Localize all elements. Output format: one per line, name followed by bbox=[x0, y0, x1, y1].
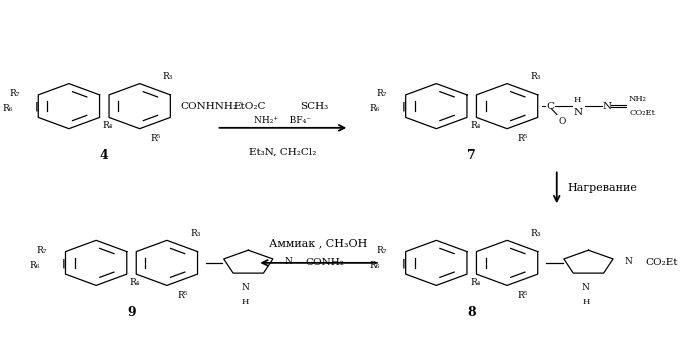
Text: O: O bbox=[559, 117, 565, 126]
Text: N: N bbox=[603, 102, 612, 111]
Text: R⁵: R⁵ bbox=[150, 134, 161, 143]
Text: R₃: R₃ bbox=[163, 72, 173, 81]
Text: NH₂: NH₂ bbox=[629, 96, 647, 103]
Text: R⁵: R⁵ bbox=[518, 134, 528, 143]
Text: ‖: ‖ bbox=[402, 101, 406, 111]
Text: CONH₂: CONH₂ bbox=[305, 258, 344, 267]
Text: N: N bbox=[582, 283, 590, 292]
Text: R₇: R₇ bbox=[36, 246, 47, 255]
Text: CO₂Et: CO₂Et bbox=[645, 258, 678, 267]
Text: R₇: R₇ bbox=[377, 246, 387, 255]
Text: CO₂Et: CO₂Et bbox=[629, 109, 655, 117]
Text: R₃: R₃ bbox=[531, 72, 540, 81]
Text: ‖: ‖ bbox=[34, 101, 39, 111]
Text: N: N bbox=[284, 257, 292, 266]
Text: 7: 7 bbox=[468, 149, 476, 162]
Text: R₄: R₄ bbox=[130, 278, 140, 286]
Text: 4: 4 bbox=[100, 149, 108, 162]
Text: H: H bbox=[582, 298, 589, 306]
Text: R₇: R₇ bbox=[9, 89, 20, 98]
Text: R₃: R₃ bbox=[190, 229, 201, 238]
Text: N: N bbox=[242, 283, 250, 292]
Text: R⁵: R⁵ bbox=[518, 291, 528, 300]
Text: R₄: R₄ bbox=[470, 278, 480, 286]
Text: 8: 8 bbox=[468, 306, 476, 319]
Text: R₄: R₄ bbox=[470, 121, 480, 130]
Text: CONHNH₂: CONHNH₂ bbox=[180, 102, 238, 111]
Text: ‖: ‖ bbox=[62, 258, 66, 267]
Text: Et₃N, CH₂Cl₂: Et₃N, CH₂Cl₂ bbox=[250, 148, 317, 157]
Text: Нагревание: Нагревание bbox=[567, 183, 637, 193]
Text: R₆: R₆ bbox=[2, 104, 13, 113]
Text: ‖: ‖ bbox=[402, 258, 406, 267]
Text: H: H bbox=[573, 97, 581, 104]
Text: R⁵: R⁵ bbox=[178, 291, 188, 300]
Text: N: N bbox=[573, 108, 582, 117]
Text: R₆: R₆ bbox=[370, 261, 380, 270]
Text: 9: 9 bbox=[127, 306, 136, 319]
Text: C: C bbox=[546, 102, 554, 111]
Text: R₆: R₆ bbox=[370, 104, 380, 113]
Text: EtO₂C: EtO₂C bbox=[233, 102, 266, 111]
Text: N: N bbox=[625, 257, 633, 266]
Text: R₆: R₆ bbox=[29, 261, 40, 270]
Text: Аммиак , CH₃OH: Аммиак , CH₃OH bbox=[269, 238, 368, 248]
Text: R₄: R₄ bbox=[103, 121, 113, 130]
Text: SCH₃: SCH₃ bbox=[300, 102, 328, 111]
Text: H: H bbox=[242, 298, 250, 306]
Text: R₇: R₇ bbox=[377, 89, 387, 98]
Text: NH₂⁺    BF₄⁻: NH₂⁺ BF₄⁻ bbox=[254, 116, 311, 125]
Text: R₃: R₃ bbox=[531, 229, 540, 238]
